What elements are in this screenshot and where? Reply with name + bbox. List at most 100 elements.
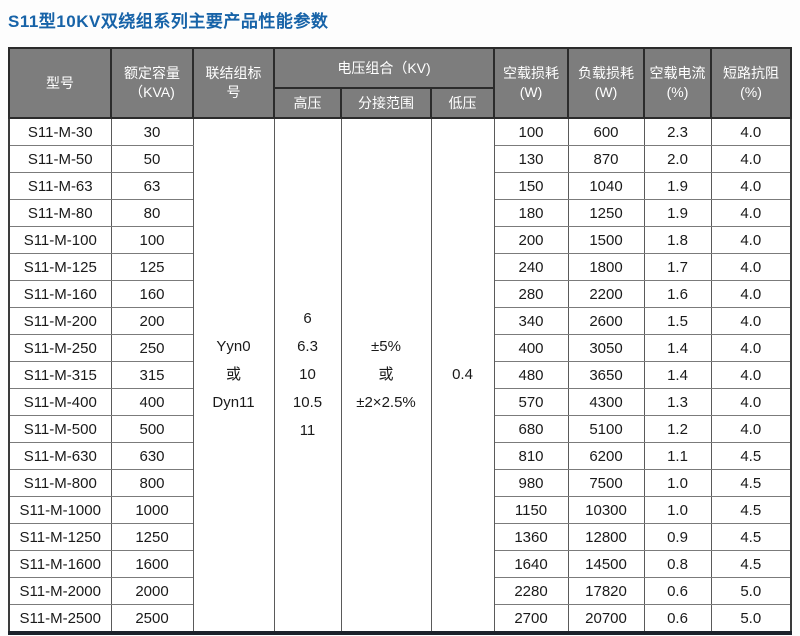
load-loss-cell: 4300 [567,388,645,416]
impedance-cell: 4.0 [710,415,792,443]
no-load-current-cell: 0.6 [643,577,712,605]
capacity-cell: 1250 [110,523,194,551]
no-load-loss-cell: 340 [493,307,569,335]
table-row: S11-M-125 125 240 1800 1.7 4.0 [8,253,792,281]
model-cell: S11-M-100 [8,226,112,254]
no-load-current-cell: 1.9 [643,172,712,200]
no-load-loss-cell: 1150 [493,496,569,524]
page-title: S11型10KV双绕组系列主要产品性能参数 [8,12,329,31]
capacity-cell: 160 [110,280,194,308]
impedance-cell: 4.5 [710,469,792,497]
header-model: 型号 [8,47,112,119]
load-loss-cell: 1800 [567,253,645,281]
model-cell: S11-M-1250 [8,523,112,551]
capacity-cell: 800 [110,469,194,497]
no-load-current-cell: 0.9 [643,523,712,551]
table-row: S11-M-800 800 980 7500 1.0 4.5 [8,469,792,497]
connection-group-cell: Yyn0 或 Dyn11 [192,117,275,634]
model-cell: S11-M-160 [8,280,112,308]
no-load-current-cell: 1.1 [643,442,712,470]
table-row: S11-M-500 500 680 5100 1.2 4.0 [8,415,792,443]
impedance-cell: 5.0 [710,577,792,605]
capacity-cell: 400 [110,388,194,416]
header-load-loss: 负载损耗 (W) [567,47,646,119]
load-loss-cell: 2600 [567,307,645,335]
header-connection-group: 联结组标 号 [192,47,275,119]
no-load-loss-cell: 980 [493,469,569,497]
load-loss-cell: 1500 [567,226,645,254]
no-load-current-cell: 2.3 [643,117,712,146]
header-low-voltage: 低压 [429,87,496,119]
table-row: S11-M-1000 1000 1150 10300 1.0 4.5 [8,496,792,524]
model-cell: S11-M-80 [8,199,112,227]
model-cell: S11-M-500 [8,415,112,443]
no-load-loss-cell: 200 [493,226,569,254]
model-cell: S11-M-2500 [8,604,112,634]
model-cell: S11-M-200 [8,307,112,335]
no-load-current-cell: 0.8 [643,550,712,578]
table-row: S11-M-315 315 480 3650 1.4 4.0 [8,361,792,389]
load-loss-cell: 1040 [567,172,645,200]
impedance-cell: 4.5 [710,550,792,578]
impedance-cell: 4.0 [710,253,792,281]
model-cell: S11-M-30 [8,117,112,146]
no-load-loss-cell: 680 [493,415,569,443]
capacity-cell: 100 [110,226,194,254]
table-row: S11-M-400 400 570 4300 1.3 4.0 [8,388,792,416]
impedance-cell: 4.0 [710,334,792,362]
impedance-cell: 4.5 [710,442,792,470]
table-row: S11-M-63 63 150 1040 1.9 4.0 [8,172,792,200]
table-header: 型号 额定容量 （KVA) 联结组标 号 电压组合（KV) 空载损耗 (W) 负… [8,47,793,119]
no-load-loss-cell: 100 [493,117,569,146]
no-load-current-cell: 1.7 [643,253,712,281]
model-cell: S11-M-250 [8,334,112,362]
capacity-cell: 2000 [110,577,194,605]
low-voltage-value-cell: 0.4 [430,117,495,634]
impedance-cell: 4.0 [710,117,792,146]
header-capacity: 额定容量 （KVA) [110,47,194,119]
no-load-current-cell: 1.5 [643,307,712,335]
capacity-cell: 500 [110,415,194,443]
impedance-cell: 4.0 [710,145,792,173]
load-loss-cell: 20700 [567,604,645,634]
table-row: S11-M-250 250 400 3050 1.4 4.0 [8,334,792,362]
capacity-cell: 125 [110,253,194,281]
impedance-cell: 4.0 [710,172,792,200]
impedance-cell: 4.0 [710,307,792,335]
model-cell: S11-M-400 [8,388,112,416]
header-tap-range: 分接范围 [340,87,432,119]
capacity-cell: 630 [110,442,194,470]
load-loss-cell: 6200 [567,442,645,470]
no-load-current-cell: 1.4 [643,334,712,362]
model-cell: S11-M-1000 [8,496,112,524]
table-row: S11-M-2500 2500 2700 20700 0.6 5.0 [8,604,792,634]
capacity-cell: 63 [110,172,194,200]
impedance-cell: 4.0 [710,280,792,308]
load-loss-cell: 870 [567,145,645,173]
capacity-cell: 50 [110,145,194,173]
table-row: S11-M-50 50 130 870 2.0 4.0 [8,145,792,173]
table-row: S11-M-2000 2000 2280 17820 0.6 5.0 [8,577,792,605]
model-cell: S11-M-630 [8,442,112,470]
table-row: S11-M-1600 1600 1640 14500 0.8 4.5 [8,550,792,578]
load-loss-cell: 14500 [567,550,645,578]
header-no-load-loss: 空载损耗 (W) [493,47,570,119]
load-loss-cell: 3050 [567,334,645,362]
load-loss-cell: 3650 [567,361,645,389]
impedance-cell: 4.0 [710,226,792,254]
no-load-loss-cell: 480 [493,361,569,389]
capacity-cell: 2500 [110,604,194,634]
no-load-current-cell: 1.0 [643,469,712,497]
model-cell: S11-M-63 [8,172,112,200]
capacity-cell: 30 [110,117,194,146]
no-load-loss-cell: 2700 [493,604,569,634]
load-loss-cell: 600 [567,117,645,146]
no-load-loss-cell: 1640 [493,550,569,578]
header-voltage-group: 电压组合（KV) [272,47,496,89]
no-load-current-cell: 2.0 [643,145,712,173]
table-row: S11-M-80 80 180 1250 1.9 4.0 [8,199,792,227]
capacity-cell: 1600 [110,550,194,578]
capacity-cell: 1000 [110,496,194,524]
no-load-loss-cell: 180 [493,199,569,227]
load-loss-cell: 12800 [567,523,645,551]
